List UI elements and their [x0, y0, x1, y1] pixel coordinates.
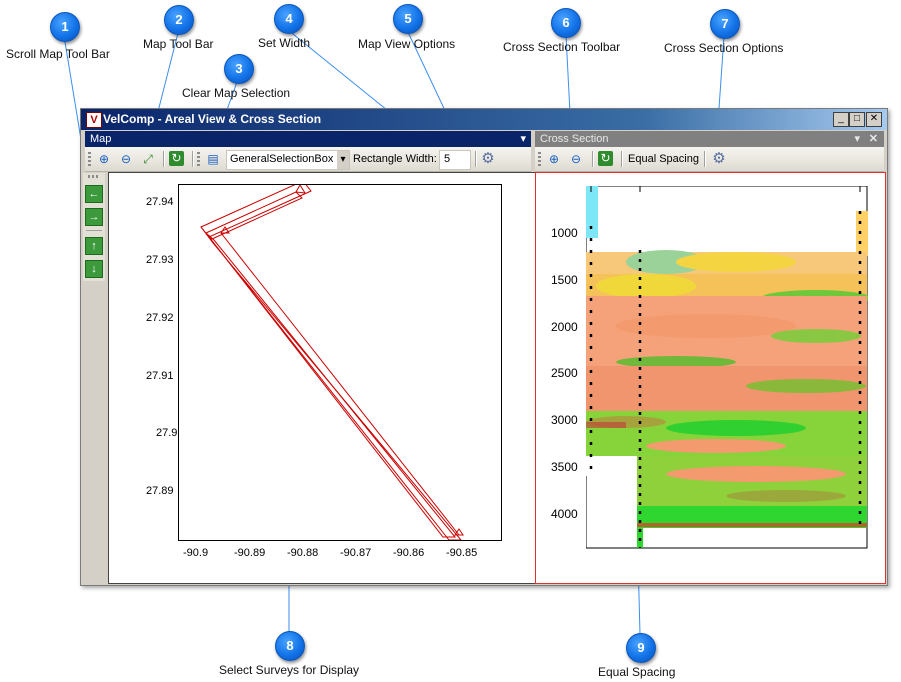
map-y-tick: 27.9 — [156, 427, 178, 439]
xs-y-tick: 1000 — [551, 226, 578, 240]
map-y-tick: 27.93 — [146, 254, 174, 266]
toolbar-separator — [192, 151, 194, 167]
callout-badge-1: 1 — [50, 12, 80, 42]
map-x-tick: -90.89 — [234, 547, 266, 559]
map-x-tick: -90.87 — [340, 547, 372, 559]
close-window-button[interactable]: ✕ — [866, 112, 882, 127]
rectangle-width-input[interactable]: 5 — [439, 150, 471, 170]
callout-badge-9: 9 — [626, 633, 656, 663]
map-x-tick: -90.88 — [287, 547, 319, 559]
minimize-button[interactable]: _ — [833, 112, 849, 127]
map-pane-menu-icon[interactable]: ▾ — [520, 133, 526, 145]
zoom-extent-icon[interactable]: ⤢ — [143, 152, 153, 166]
scroll-map-toolbar: ← → ↑ ↓ — [83, 173, 105, 281]
rectangle-width-value: 5 — [444, 153, 451, 165]
callout-label-1: Scroll Map Tool Bar — [6, 47, 110, 61]
toolbar-separator — [704, 151, 706, 167]
maximize-button[interactable]: □ — [849, 112, 865, 127]
cross-section-menu-icon[interactable]: ▾ — [854, 133, 860, 145]
map-x-tick: -90.9 — [183, 547, 209, 559]
callout-label-4: Set Width — [258, 36, 311, 50]
refresh-icon[interactable]: ↻ — [169, 151, 184, 166]
callout-label-2: Map Tool Bar — [143, 37, 214, 51]
zoom-in-icon[interactable]: ⊕ — [98, 152, 110, 166]
xs-y-tick: 2500 — [551, 366, 578, 380]
cross-section-toolbar: ⊕ ⊖ ↻ Equal Spacing ⚙ — [535, 147, 884, 172]
map-view[interactable]: 27.94 27.93 27.92 27.91 27.9 27.89 -90.9… — [108, 172, 560, 584]
toolbar-grip[interactable] — [197, 152, 200, 166]
window-titlebar[interactable]: V VelComp - Areal View & Cross Section _… — [81, 109, 887, 130]
equal-spacing-button[interactable]: Equal Spacing — [628, 153, 699, 165]
map-x-tick: -90.86 — [393, 547, 425, 559]
callout-label-9: Equal Spacing — [598, 665, 676, 679]
toolbar-separator — [621, 151, 623, 167]
toolbar-grip[interactable] — [88, 152, 91, 166]
toolbar-divider — [86, 230, 102, 231]
cross-section-close-icon[interactable]: ✕ — [868, 133, 878, 145]
map-y-tick: 27.91 — [146, 370, 174, 382]
callout-badge-6: 6 — [551, 8, 581, 38]
callout-badge-8: 8 — [275, 631, 305, 661]
velocity-bands — [586, 186, 868, 548]
chevron-down-icon[interactable]: ▾ — [337, 151, 349, 169]
scroll-left-icon[interactable]: ← — [85, 185, 103, 203]
clear-selection-icon[interactable]: ▤ — [207, 152, 219, 166]
well-top-ticks — [590, 186, 861, 192]
app-window: V VelComp - Areal View & Cross Section _… — [80, 108, 888, 586]
xs-y-tick: 1500 — [551, 273, 578, 287]
map-pane-title: Map — [90, 133, 112, 145]
zoom-in-icon[interactable]: ⊕ — [548, 152, 560, 166]
map-pane-header[interactable]: Map ▾ — [85, 131, 531, 147]
scroll-right-icon[interactable]: → — [85, 208, 103, 226]
callout-label-7: Cross Section Options — [664, 41, 784, 55]
xs-y-tick: 4000 — [551, 507, 578, 521]
toolbar-separator — [475, 151, 477, 167]
callout-badge-3: 3 — [224, 54, 254, 84]
callout-label-3: Clear Map Selection — [182, 86, 291, 100]
xs-y-tick: 3500 — [551, 460, 578, 474]
map-x-tick: -90.85 — [446, 547, 478, 559]
callout-badge-2: 2 — [164, 5, 194, 35]
scroll-down-icon[interactable]: ↓ — [85, 260, 103, 278]
selection-type-dropdown[interactable]: GeneralSelectionBox ▾ — [226, 150, 350, 170]
callout-badge-4: 4 — [274, 4, 304, 34]
callout-label-6: Cross Section Toolbar — [503, 40, 621, 54]
gear-icon[interactable]: ⚙ — [712, 150, 726, 167]
zoom-out-icon[interactable]: ⊖ — [570, 152, 582, 166]
window-title: VelComp - Areal View & Cross Section — [103, 112, 322, 126]
refresh-icon[interactable]: ↻ — [598, 151, 613, 166]
cross-section-view[interactable]: 1000 1500 2000 2500 3000 3500 4000 — [535, 172, 886, 584]
map-y-tick: 27.89 — [146, 485, 174, 497]
scroll-up-icon[interactable]: ↑ — [85, 237, 103, 255]
rectangle-width-label: Rectangle Width: — [353, 153, 437, 165]
callout-badge-7: 7 — [710, 9, 740, 39]
selection-type-value: GeneralSelectionBox — [230, 153, 334, 165]
gear-icon[interactable]: ⚙ — [481, 150, 495, 167]
toolbar-grip[interactable] — [538, 152, 541, 166]
cross-section-pane-title: Cross Section — [540, 133, 609, 145]
toolbar-separator — [163, 151, 165, 167]
zoom-out-icon[interactable]: ⊖ — [120, 152, 132, 166]
cross-section-plot[interactable] — [586, 186, 868, 549]
map-y-tick: 27.94 — [146, 196, 174, 208]
callout-label-5: Map View Options — [358, 37, 456, 51]
callout-label-8: Select Surveys for Display — [219, 663, 360, 677]
well-markers — [589, 211, 862, 548]
map-survey-lines — [200, 185, 464, 540]
map-plot-area[interactable] — [178, 184, 502, 541]
toolbar-separator — [592, 151, 594, 167]
xs-y-tick: 2000 — [551, 320, 578, 334]
map-toolbar: ⊕ ⊖ ⤢ ↻ ▤ GeneralSelectionBox ▾ Rectangl… — [85, 147, 531, 172]
map-y-tick: 27.92 — [146, 312, 174, 324]
toolbar-grip[interactable] — [88, 175, 100, 178]
xs-y-tick: 3000 — [551, 413, 578, 427]
app-logo-icon: V — [86, 112, 102, 128]
callout-badge-5: 5 — [393, 4, 423, 34]
cross-section-pane-header[interactable]: Cross Section ▾ ✕ — [535, 131, 884, 147]
